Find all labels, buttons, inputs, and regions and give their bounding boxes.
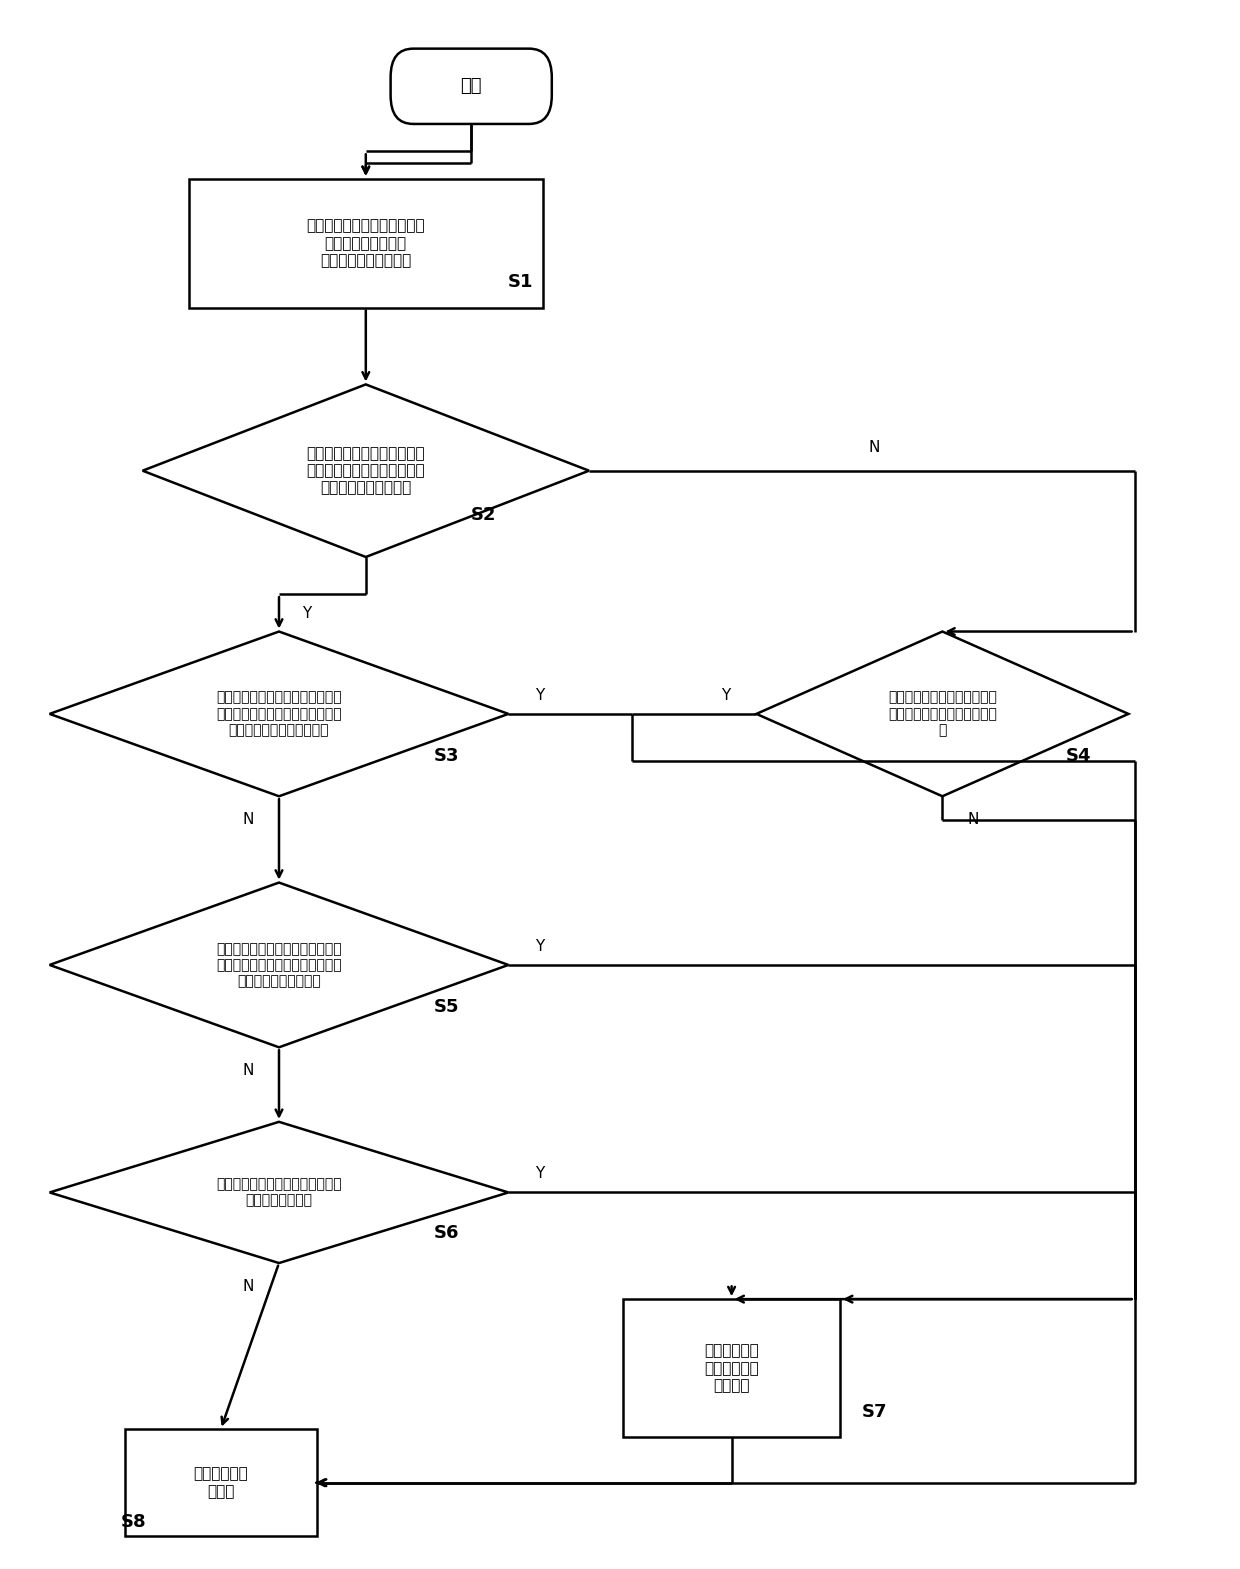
Text: N: N bbox=[242, 1064, 254, 1078]
Text: S4: S4 bbox=[1066, 747, 1091, 766]
Text: 判断所述视觉机器人当前记录
的路标个数是否大于预设门限
值: 判断所述视觉机器人当前记录 的路标个数是否大于预设门限 值 bbox=[888, 690, 997, 737]
Text: Y: Y bbox=[534, 687, 544, 703]
Polygon shape bbox=[143, 384, 589, 557]
Polygon shape bbox=[50, 1122, 508, 1263]
Text: S2: S2 bbox=[471, 505, 496, 524]
Text: 实时采集预设工作区域内设定
的路标的图像，从中
获取地图属性测量数据: 实时采集预设工作区域内设定 的路标的图像，从中 获取地图属性测量数据 bbox=[306, 218, 425, 268]
Polygon shape bbox=[50, 631, 508, 795]
Text: S8: S8 bbox=[122, 1513, 146, 1531]
Text: 判断所述当前地图对应的路标个数
是否比所述历史地图对应的路标个
数大一个预设数量阈值: 判断所述当前地图对应的路标个数 是否比所述历史地图对应的路标个 数大一个预设数量… bbox=[216, 941, 342, 988]
Text: N: N bbox=[242, 1279, 254, 1294]
Text: 将地图属性信
息写入地图存
储介质中: 将地图属性信 息写入地图存 储介质中 bbox=[704, 1343, 759, 1393]
Text: 不保存所述当
前地图: 不保存所述当 前地图 bbox=[193, 1467, 248, 1498]
Text: S5: S5 bbox=[434, 998, 459, 1017]
Bar bbox=[622, 1299, 839, 1437]
Text: N: N bbox=[868, 439, 880, 455]
Text: 开始: 开始 bbox=[460, 77, 482, 96]
Text: S3: S3 bbox=[434, 747, 459, 766]
Text: N: N bbox=[242, 813, 254, 827]
Text: S6: S6 bbox=[434, 1224, 459, 1243]
Text: 判断所述当前地图对应的实际区域
面积是否比所述历史地图的实际区
域面积大一个预设面积阈值: 判断所述当前地图对应的实际区域 面积是否比所述历史地图的实际区 域面积大一个预设… bbox=[216, 690, 342, 737]
Polygon shape bbox=[50, 882, 508, 1048]
Text: S7: S7 bbox=[862, 1403, 887, 1422]
Text: N: N bbox=[967, 813, 980, 827]
Text: Y: Y bbox=[534, 1166, 544, 1181]
Polygon shape bbox=[756, 631, 1128, 795]
Bar bbox=[188, 179, 543, 308]
Text: Y: Y bbox=[301, 606, 311, 621]
Text: 判断所述历史地图保存的时间是否
大于预设时间阈值: 判断所述历史地图保存的时间是否 大于预设时间阈值 bbox=[216, 1177, 342, 1208]
Bar bbox=[124, 1429, 317, 1536]
Text: S1: S1 bbox=[508, 273, 533, 292]
Text: Y: Y bbox=[720, 687, 730, 703]
Text: Y: Y bbox=[534, 938, 544, 954]
FancyBboxPatch shape bbox=[391, 49, 552, 124]
Text: 当检测到完成预设工作区域的
一次遍历时，判断地图存储介
质中是否存在历史地图: 当检测到完成预设工作区域的 一次遍历时，判断地图存储介 质中是否存在历史地图 bbox=[306, 446, 425, 496]
